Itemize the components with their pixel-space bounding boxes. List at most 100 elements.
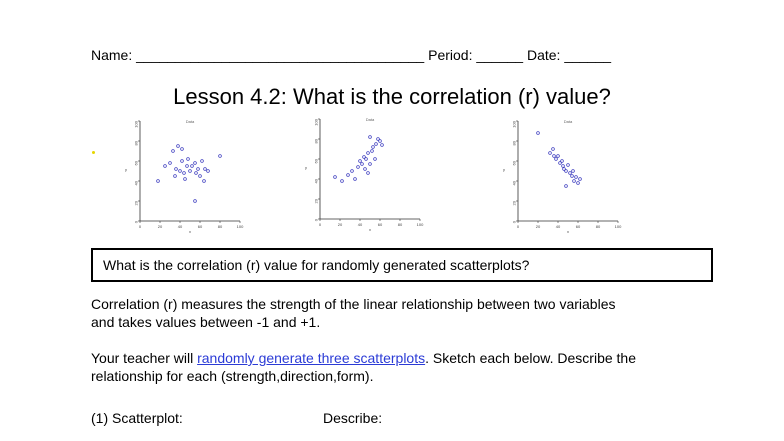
data-point <box>174 167 178 171</box>
data-point <box>163 164 167 168</box>
data-point <box>368 162 372 166</box>
scatterplot-1-label: (1) Scatterplot: <box>91 410 183 426</box>
scatterplot-2-svg: Data 0 20 40 60 80 100 0 20 40 60 80 100 x y <box>305 117 424 232</box>
data-point <box>173 174 177 178</box>
x-axis-label: x <box>369 227 371 232</box>
x-tick-label: 0 <box>139 224 142 229</box>
data-point <box>373 157 377 161</box>
name-label: Name: <box>91 47 137 63</box>
x-tick-label: 100 <box>417 222 424 227</box>
y-tick-label: 40 <box>134 180 139 185</box>
data-point <box>554 157 558 161</box>
y-tick-label: 0 <box>314 218 319 221</box>
data-point <box>190 164 194 168</box>
scatterplot-1-svg: Data 0 20 40 60 80 100 0 20 40 60 80 100 x y <box>125 119 244 234</box>
x-tick-label: 60 <box>378 222 383 227</box>
x-tick-label: 20 <box>158 224 163 229</box>
data-point <box>176 144 180 148</box>
yellow-marker-dot <box>92 151 95 154</box>
plot-title: Data <box>366 117 375 122</box>
data-point <box>558 161 562 165</box>
y-tick-label: 60 <box>134 160 139 165</box>
describe-label: Describe: <box>323 410 383 426</box>
y-tick-label: 20 <box>314 198 319 203</box>
data-point <box>556 154 560 158</box>
x-tick-label: 20 <box>536 224 541 229</box>
data-point <box>353 177 357 181</box>
plot-title: Data <box>564 119 573 124</box>
x-tick-label: 80 <box>596 224 601 229</box>
x-axis-label: x <box>189 229 191 234</box>
data-point <box>178 169 182 173</box>
data-point <box>193 199 197 203</box>
header-line: Name: __________________________________… <box>91 47 611 63</box>
data-point <box>552 154 556 158</box>
data-point <box>536 131 540 135</box>
data-point <box>196 167 200 171</box>
scatterplot-3-svg: Data 0 20 40 60 80 100 0 20 40 60 80 100 x y <box>503 119 622 234</box>
y-tick-label: 80 <box>134 140 139 145</box>
y-tick-label: 40 <box>512 180 517 185</box>
data-point <box>561 164 565 168</box>
name-blank: _____________________________________ <box>136 47 425 63</box>
plot-title: Data <box>186 119 195 124</box>
instructions: Your teacher will randomly generate thre… <box>91 349 636 385</box>
y-tick-label: 80 <box>314 138 319 143</box>
data-point <box>182 171 186 175</box>
data-point <box>564 184 568 188</box>
y-tick-label: 60 <box>314 158 319 163</box>
y-tick-label: 60 <box>512 160 517 165</box>
data-point <box>218 154 222 158</box>
x-tick-label: 80 <box>398 222 403 227</box>
data-point <box>346 173 350 177</box>
x-tick-label: 20 <box>338 222 343 227</box>
correlation-definition: Correlation (r) measures the strength of… <box>91 295 616 331</box>
y-tick-label: 20 <box>512 200 517 205</box>
definition-line-1: Correlation (r) measures the strength of… <box>91 296 616 312</box>
data-point <box>562 167 566 171</box>
data-point <box>568 171 572 175</box>
x-tick-label: 100 <box>615 224 622 229</box>
data-point <box>200 159 204 163</box>
data-point <box>578 177 582 181</box>
x-tick-label: 0 <box>319 222 322 227</box>
data-point <box>350 169 354 173</box>
data-point <box>198 174 202 178</box>
data-point <box>203 167 207 171</box>
x-axis-label: x <box>567 229 569 234</box>
y-tick-label: 100 <box>134 120 139 127</box>
question-text: What is the correlation (r) value for ra… <box>103 257 530 273</box>
period-label: Period: <box>424 47 477 63</box>
y-tick-label: 80 <box>512 140 517 145</box>
question-box: What is the correlation (r) value for ra… <box>91 248 713 282</box>
period-blank: ______ <box>476 47 524 63</box>
y-tick-label: 100 <box>512 120 517 127</box>
data-point <box>368 135 372 139</box>
data-point <box>340 179 344 183</box>
x-tick-label: 100 <box>237 224 244 229</box>
generate-scatterplots-link[interactable]: randomly generate three scatterplots <box>197 350 426 366</box>
data-point <box>374 142 378 146</box>
data-point <box>551 147 555 151</box>
data-point <box>193 161 197 165</box>
y-tick-label: 0 <box>512 220 517 223</box>
x-tick-label: 40 <box>178 224 183 229</box>
data-point <box>370 149 374 153</box>
data-point <box>185 164 189 168</box>
instructions-line-2: relationship for each (strength,directio… <box>91 368 374 384</box>
data-point <box>371 145 375 149</box>
data-point <box>360 162 364 166</box>
instructions-line-1: Your teacher will randomly generate thre… <box>91 349 636 367</box>
instructions-after-link: . Sketch each below. Describe the <box>425 350 637 366</box>
data-point <box>168 161 172 165</box>
x-tick-label: 80 <box>218 224 223 229</box>
y-axis-label: y <box>503 167 505 172</box>
data-point <box>333 175 337 179</box>
x-tick-label: 60 <box>576 224 581 229</box>
data-point <box>362 155 366 159</box>
data-point <box>576 181 580 185</box>
date-label: Date: <box>523 47 565 63</box>
data-point <box>194 171 198 175</box>
y-tick-label: 20 <box>134 200 139 205</box>
scatterplot-3: Data 0 20 40 60 80 100 0 20 40 60 80 100 x y <box>502 113 628 239</box>
